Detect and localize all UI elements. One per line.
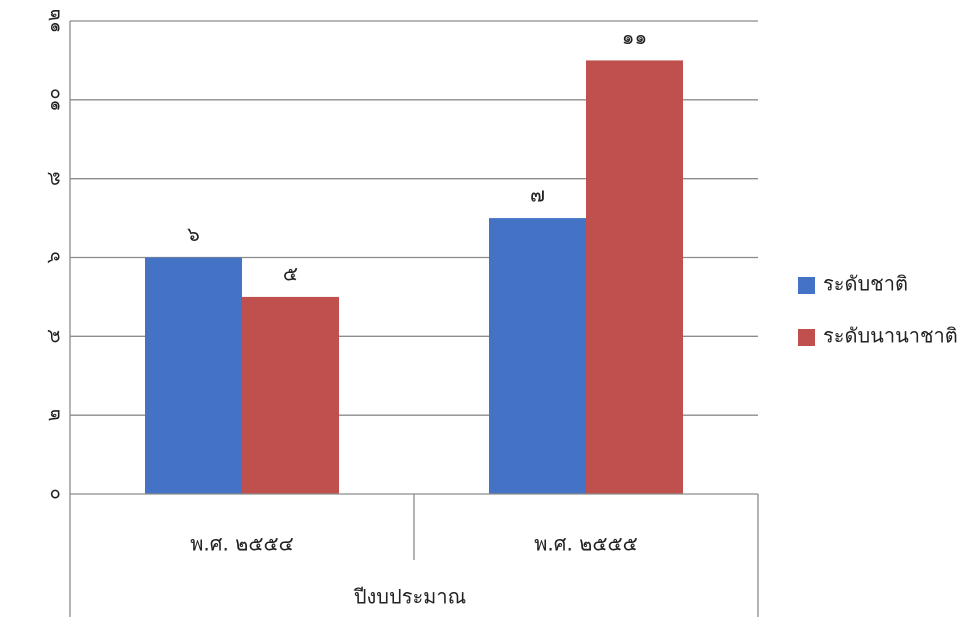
- data-label: ๕: [283, 261, 298, 285]
- y-tick-label: ๔: [43, 329, 65, 343]
- axes: [69, 21, 759, 617]
- y-tick-label: ๑๐: [43, 88, 65, 112]
- legend: ระดับชาติระดับนานาชาติ: [798, 272, 958, 348]
- y-tick-label: ๑๒: [43, 9, 65, 34]
- bars: [145, 60, 683, 495]
- data-label: ๗: [530, 183, 545, 207]
- x-axis-categories: พ.ศ. ๒๕๕๔ พ.ศ. ๒๕๕๕: [190, 532, 638, 556]
- y-tick-label: ๖: [43, 251, 65, 263]
- x-axis-title: ปีงบประมาณ: [354, 585, 467, 609]
- bar: [489, 218, 586, 495]
- legend-swatch: [798, 329, 815, 346]
- bar: [586, 60, 683, 495]
- x-category-label: พ.ศ. ๒๕๕๕: [534, 532, 638, 556]
- y-tick-label: ๘: [43, 171, 65, 186]
- legend-label: ระดับนานาชาติ: [823, 324, 958, 348]
- data-label: ๖: [187, 222, 200, 246]
- data-label: ๑๑: [622, 25, 647, 49]
- legend-swatch: [798, 277, 815, 294]
- y-axis-ticks: ๐ ๒ ๔ ๖ ๘ ๑๐ ๑๒: [43, 9, 65, 500]
- bar: [145, 257, 242, 494]
- x-category-label: พ.ศ. ๒๕๕๔: [190, 532, 294, 556]
- legend-label: ระดับชาติ: [823, 272, 908, 296]
- bar: [242, 296, 339, 494]
- y-tick-label: ๒: [43, 409, 65, 422]
- y-tick-label: ๐: [43, 488, 65, 500]
- data-labels: ๖๕ ๗ ๑๑: [187, 25, 647, 285]
